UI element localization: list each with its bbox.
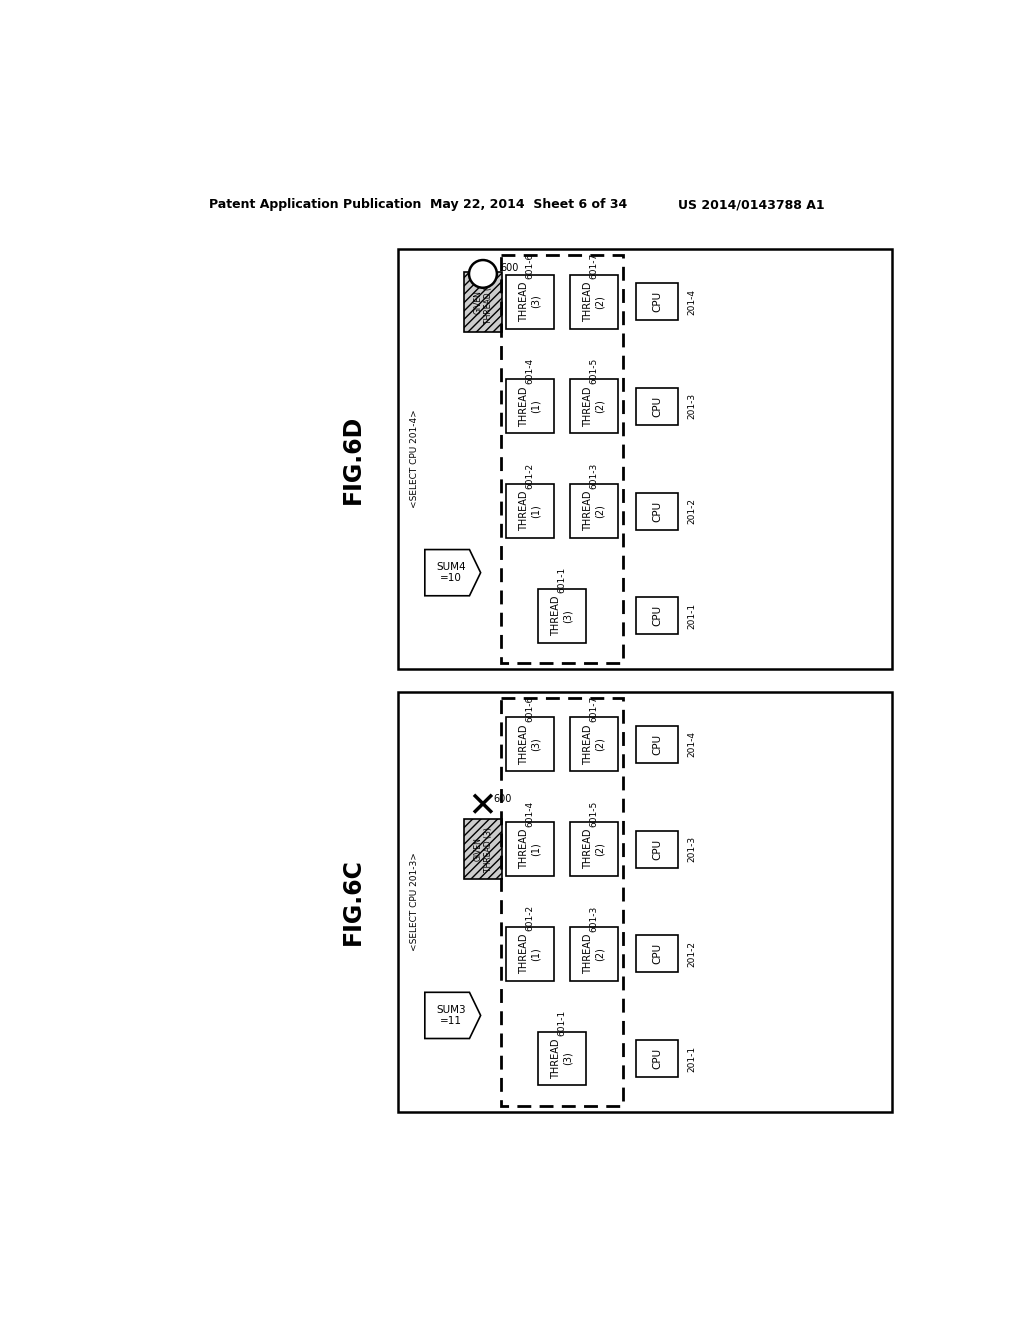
Text: CPU: CPU [652, 838, 662, 859]
Text: 600: 600 [494, 795, 512, 804]
Bar [569, 275, 617, 329]
Text: THREAD
(1): THREAD (1) [519, 933, 541, 974]
Text: 201-1: 201-1 [688, 603, 696, 628]
Bar [506, 275, 554, 329]
Text: 201-2: 201-2 [688, 498, 696, 524]
Bar [636, 492, 678, 529]
Bar [501, 698, 624, 1106]
Text: GIVEN
THREAD (3): GIVEN THREAD (3) [473, 826, 493, 871]
Bar [636, 830, 678, 867]
Bar [569, 718, 617, 771]
Bar [636, 284, 678, 321]
Text: CPU: CPU [652, 290, 662, 313]
Text: SUM4
=10: SUM4 =10 [436, 562, 466, 583]
Text: May 22, 2014  Sheet 6 of 34: May 22, 2014 Sheet 6 of 34 [430, 198, 628, 211]
Text: FIG.6C: FIG.6C [341, 858, 365, 945]
Bar [506, 927, 554, 981]
Bar [501, 256, 624, 663]
Polygon shape [425, 549, 480, 595]
Text: 601-6: 601-6 [525, 696, 535, 722]
Text: FIG.6D: FIG.6D [341, 414, 365, 504]
Text: 601-3: 601-3 [589, 906, 598, 932]
Text: CPU: CPU [652, 396, 662, 417]
Text: 601-1: 601-1 [557, 568, 566, 594]
Text: 201-4: 201-4 [688, 731, 696, 758]
Circle shape [469, 260, 497, 288]
Bar [506, 822, 554, 876]
Text: 601-2: 601-2 [525, 462, 535, 488]
Text: 201-3: 201-3 [688, 836, 696, 862]
Text: THREAD
(2): THREAD (2) [583, 725, 604, 764]
Bar [506, 718, 554, 771]
Bar [397, 692, 892, 1111]
Text: 601-2: 601-2 [525, 906, 535, 932]
Text: THREAD
(2): THREAD (2) [583, 281, 604, 322]
Text: 601-4: 601-4 [525, 358, 535, 384]
Text: GIVEN
THREAD (3): GIVEN THREAD (3) [473, 280, 493, 323]
Bar [464, 272, 503, 331]
Text: THREAD
(3): THREAD (3) [551, 595, 572, 636]
Text: THREAD
(3): THREAD (3) [551, 1039, 572, 1078]
Bar [636, 597, 678, 635]
Text: THREAD
(1): THREAD (1) [519, 385, 541, 426]
Text: 601-1: 601-1 [557, 1010, 566, 1036]
Bar [569, 484, 617, 539]
Text: CPU: CPU [652, 734, 662, 755]
Bar [397, 249, 892, 669]
Bar [569, 379, 617, 433]
Text: 201-1: 201-1 [688, 1045, 696, 1072]
Text: CPU: CPU [652, 1048, 662, 1069]
Bar [636, 1040, 678, 1077]
Bar [636, 726, 678, 763]
Text: <SELECT CPU 201-4>: <SELECT CPU 201-4> [411, 409, 419, 508]
Text: 601-5: 601-5 [589, 800, 598, 826]
Text: THREAD
(3): THREAD (3) [519, 281, 541, 322]
Text: 600: 600 [500, 263, 518, 273]
Bar [569, 822, 617, 876]
Polygon shape [425, 993, 480, 1039]
Text: 201-3: 201-3 [688, 393, 696, 420]
Text: THREAD
(2): THREAD (2) [583, 385, 604, 426]
Text: 601-6: 601-6 [525, 253, 535, 280]
Text: THREAD
(1): THREAD (1) [519, 491, 541, 532]
Text: THREAD
(2): THREAD (2) [583, 829, 604, 870]
Text: CPU: CPU [652, 944, 662, 965]
Bar [464, 818, 503, 879]
Text: CPU: CPU [652, 605, 662, 627]
Bar [538, 1032, 586, 1085]
Text: THREAD
(1): THREAD (1) [519, 829, 541, 870]
Text: THREAD
(2): THREAD (2) [583, 491, 604, 532]
Text: SUM3
=11: SUM3 =11 [436, 1005, 466, 1026]
Text: CPU: CPU [652, 500, 662, 521]
Text: THREAD
(3): THREAD (3) [519, 725, 541, 764]
Bar [569, 927, 617, 981]
Bar [636, 936, 678, 973]
Text: 601-7: 601-7 [589, 696, 598, 722]
Text: 601-5: 601-5 [589, 358, 598, 384]
Text: THREAD
(2): THREAD (2) [583, 933, 604, 974]
Text: 601-3: 601-3 [589, 462, 598, 488]
Bar [506, 484, 554, 539]
Bar [506, 379, 554, 433]
Text: US 2014/0143788 A1: US 2014/0143788 A1 [678, 198, 825, 211]
Text: 601-4: 601-4 [525, 801, 535, 826]
Text: 201-2: 201-2 [688, 941, 696, 966]
Bar [538, 589, 586, 643]
Text: Patent Application Publication: Patent Application Publication [209, 198, 422, 211]
Bar [636, 388, 678, 425]
Text: <SELECT CPU 201-3>: <SELECT CPU 201-3> [411, 853, 419, 952]
Text: 201-4: 201-4 [688, 289, 696, 314]
Text: 601-7: 601-7 [589, 253, 598, 280]
